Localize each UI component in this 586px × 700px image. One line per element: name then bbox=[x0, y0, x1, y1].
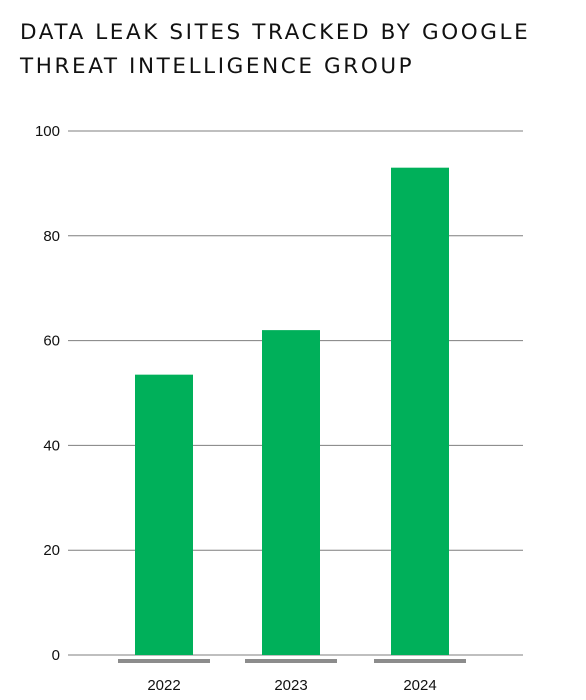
category-marker-2023 bbox=[245, 659, 337, 663]
category-marker-2022 bbox=[118, 659, 210, 663]
x-tick-label: 2023 bbox=[274, 677, 307, 694]
bar-2022 bbox=[135, 374, 193, 655]
category-marker-2024 bbox=[374, 659, 466, 663]
y-tick-label: 20 bbox=[43, 542, 60, 559]
bar-2023 bbox=[262, 330, 320, 655]
x-tick-label: 2024 bbox=[403, 677, 436, 694]
chart-title-line-2: THREAT INTELLIGENCE GROUP bbox=[20, 54, 415, 79]
chart-title: DATA LEAK SITES TRACKED BY GOOGLE THREAT… bbox=[20, 16, 580, 84]
y-tick-label: 0 bbox=[52, 647, 60, 664]
bar-2024 bbox=[391, 167, 449, 655]
y-tick-label: 40 bbox=[43, 437, 60, 454]
x-tick-label: 2022 bbox=[147, 677, 180, 694]
x-axis-tick-labels: 2022 2023 2024 bbox=[147, 677, 436, 694]
y-tick-label: 60 bbox=[43, 333, 60, 350]
y-tick-label: 100 bbox=[35, 123, 60, 140]
bars bbox=[135, 167, 449, 655]
category-markers bbox=[118, 659, 466, 663]
y-axis-tick-labels: 0 20 40 60 80 100 bbox=[35, 123, 60, 664]
y-tick-label: 80 bbox=[43, 228, 60, 245]
chart-title-line-1: DATA LEAK SITES TRACKED BY GOOGLE bbox=[20, 20, 531, 45]
